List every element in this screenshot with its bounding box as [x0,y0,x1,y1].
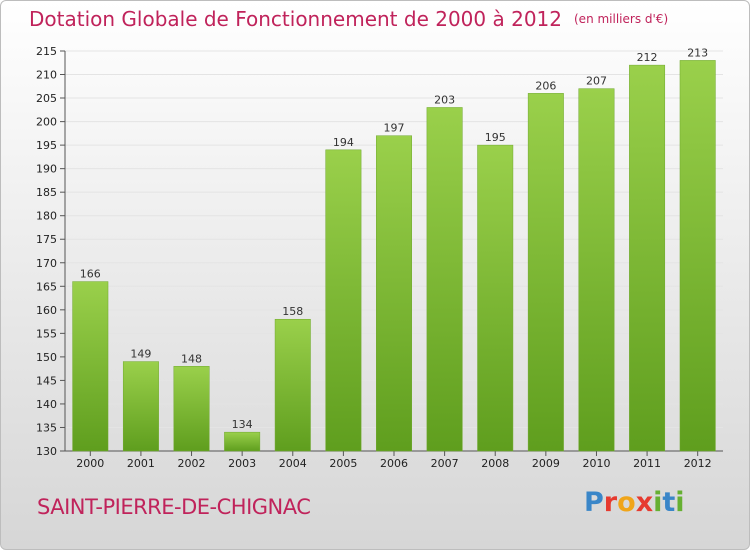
logo-letter: r [603,487,618,518]
logo-letter: P [584,487,604,518]
x-tick-label: 2006 [380,457,408,470]
data-label: 194 [333,136,354,149]
y-tick-label: 150 [36,351,57,364]
logo-letter: t [662,487,676,518]
bar [426,107,463,452]
x-tick-label: 2008 [481,457,509,470]
y-tick-label: 200 [36,116,57,129]
y-tick-label: 155 [36,327,57,340]
x-tick-label: 2007 [431,457,459,470]
bar [629,64,666,452]
y-tick-label: 175 [36,233,57,246]
y-tick-label: 170 [36,257,57,270]
data-label: 203 [434,93,455,106]
logo-letter: x [635,487,654,518]
bar [173,366,210,452]
y-tick-label: 135 [36,421,57,434]
data-label: 197 [384,122,405,135]
bar [122,361,159,452]
x-tick-label: 2009 [532,457,560,470]
logo-letter: o [617,487,636,518]
commune-name: SAINT-PIERRE-DE-CHIGNAC [37,495,311,519]
bar [224,431,261,452]
bar [679,60,716,452]
unit-label: (en milliers d'€) [574,12,669,26]
x-tick-label: 2012 [684,457,712,470]
logo-letter: i [675,487,685,518]
data-label: 166 [80,268,101,281]
x-tick-label: 2002 [178,457,206,470]
bar [325,149,362,452]
x-tick-label: 2010 [582,457,610,470]
chart-title-text: Dotation Globale de Fonctionnement de 20… [29,7,562,31]
x-tick-label: 2011 [633,457,661,470]
data-label: 213 [687,46,708,59]
y-tick-label: 215 [36,45,57,58]
y-tick-label: 130 [36,445,57,458]
data-label: 207 [586,75,607,88]
x-tick-label: 2001 [127,457,155,470]
bar [578,88,615,452]
data-label: 148 [181,352,202,365]
axes: 130 135 140 145 150 155 160 165 170 175 180 185 190 1… [36,45,723,470]
data-label: 134 [232,418,253,431]
x-tick-label: 2004 [279,457,307,470]
bar [376,135,412,452]
x-tick-label: 2003 [228,457,256,470]
x-tick-label: 2005 [329,457,357,470]
chart-title: Dotation Globale de Fonctionnement de 20… [29,7,668,31]
data-label: 158 [282,305,303,318]
bar [477,144,514,452]
labels: 166 149 148 134 158 194 197 203 195 206 207 212 213 [80,46,708,431]
y-tick-label: 145 [36,374,57,387]
y-tick-label: 210 [36,69,57,82]
bar [527,93,564,452]
data-label: 195 [485,131,506,144]
data-label: 149 [130,348,151,361]
y-tick-label: 195 [36,139,57,152]
y-tick-label: 205 [36,92,57,105]
data-label: 206 [535,79,556,92]
logo-letter: i [653,487,663,518]
x-tick-label: 2000 [76,457,104,470]
proxiti-logo: Proxiti [584,487,685,518]
y-tick-label: 165 [36,280,57,293]
y-tick-label: 190 [36,163,57,176]
bars [72,60,716,452]
data-label: 212 [637,51,658,64]
y-tick-label: 180 [36,210,57,223]
bar [72,281,109,452]
y-tick-label: 140 [36,398,57,411]
y-tick-label: 185 [36,186,57,199]
y-tick-label: 160 [36,304,57,317]
bar [274,318,311,452]
